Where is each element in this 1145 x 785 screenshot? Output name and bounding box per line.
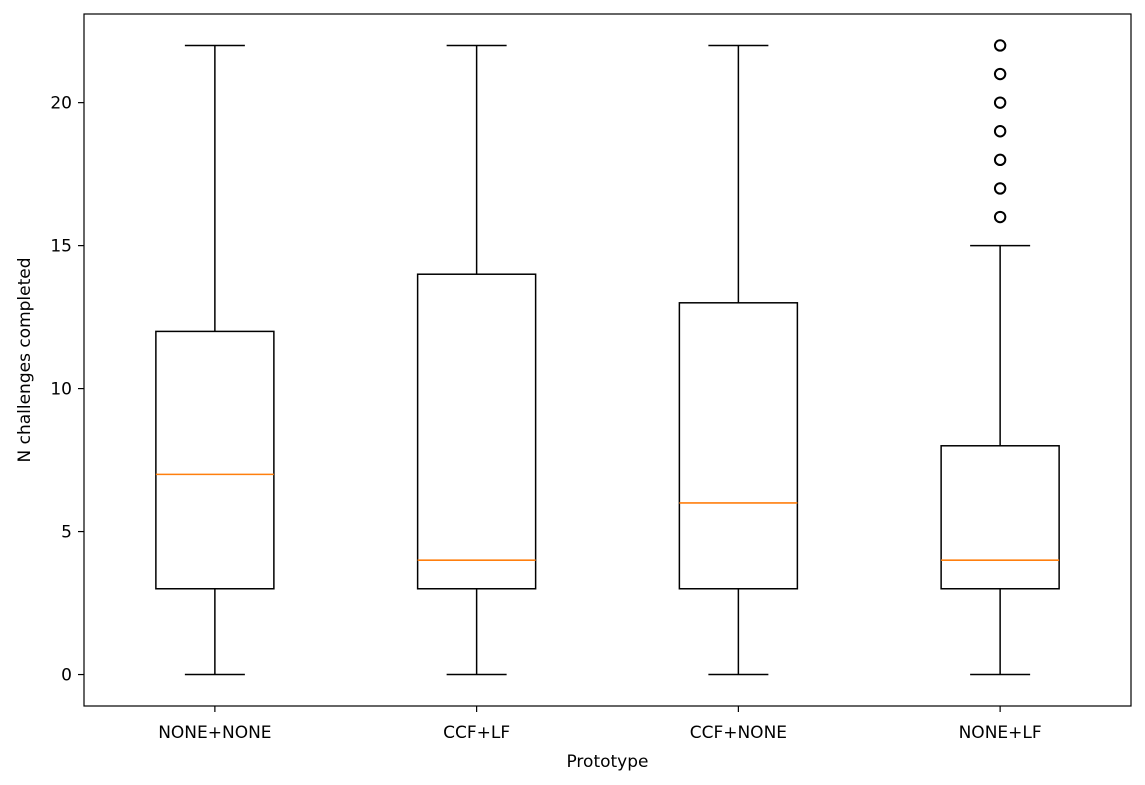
box-group-4	[940, 39, 1060, 676]
y-axis-label: N challenges completed	[15, 257, 35, 462]
outlier-point	[993, 210, 1007, 224]
outlier-point	[993, 67, 1007, 81]
y-tick-label: 0	[61, 666, 72, 686]
outlier-point	[993, 153, 1007, 167]
box-iqr	[940, 445, 1060, 590]
box-group-2	[416, 44, 537, 676]
y-tick-label: 15	[50, 237, 72, 257]
y-axis: 0 5 10 15 20	[50, 94, 84, 686]
x-tick-label: CCF+NONE	[690, 723, 787, 743]
x-tick-label: CCF+LF	[443, 723, 510, 743]
y-tick-label: 5	[61, 523, 72, 543]
plot-area	[155, 39, 1060, 676]
outlier-point	[993, 39, 1007, 52]
outlier-point	[993, 125, 1007, 138]
axes-frame	[83, 13, 1132, 707]
box-iqr	[678, 302, 799, 590]
box-iqr	[155, 330, 275, 590]
y-tick-label: 20	[50, 94, 72, 114]
y-tick-label: 10	[50, 380, 72, 400]
x-tick-label: NONE+NONE	[158, 723, 271, 743]
x-tick-label: NONE+LF	[959, 723, 1042, 743]
x-axis-label: Prototype	[566, 752, 648, 772]
box-group-1	[155, 44, 275, 676]
box-iqr	[416, 273, 537, 590]
x-axis: NONE+NONE CCF+LF CCF+NONE NONE+LF	[158, 706, 1042, 743]
outlier-point	[993, 96, 1007, 109]
outlier-point	[993, 182, 1007, 195]
box-group-3	[678, 44, 799, 676]
